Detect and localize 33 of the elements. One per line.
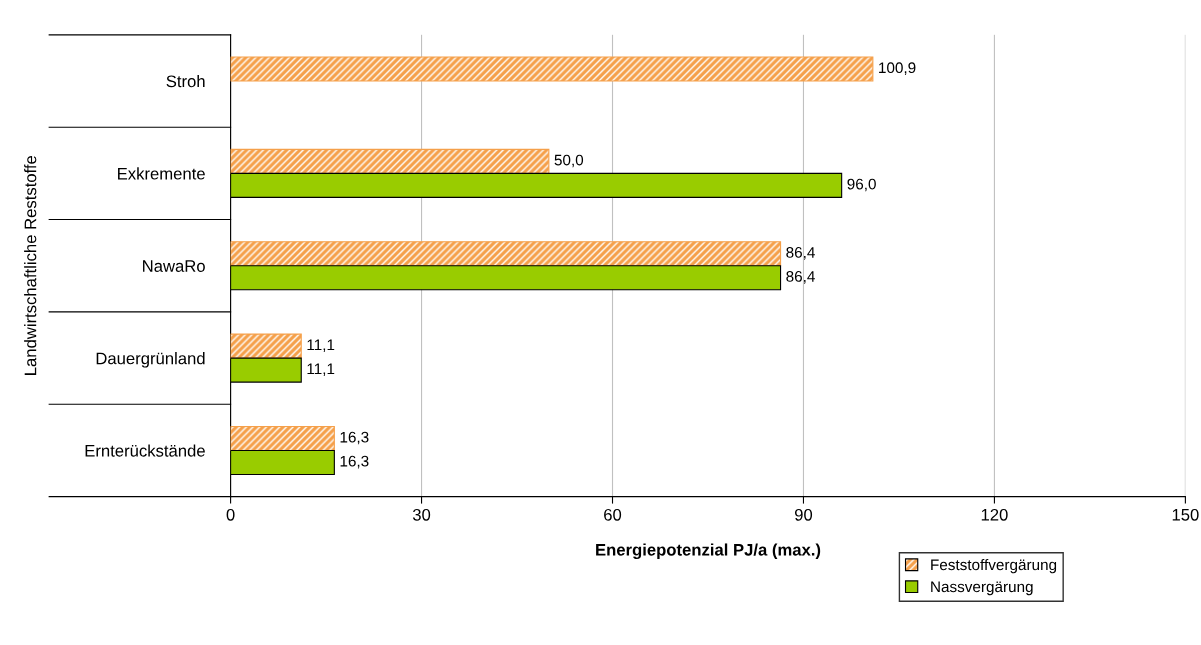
bar — [230, 148, 550, 174]
data-label: 96,0 — [847, 178, 876, 192]
bar — [230, 449, 335, 476]
bar — [230, 357, 302, 383]
x-axis-title: Energiepotenzial PJ/a (max.) — [596, 543, 821, 560]
data-label: 11,1 — [307, 339, 335, 352]
legend-label: Feststoffvergärung — [931, 558, 1057, 574]
data-label: 86,4 — [786, 271, 815, 284]
x-tick-label: 90 — [794, 508, 813, 521]
x-tick-label: 0 — [226, 508, 235, 521]
data-label: 86,4 — [786, 247, 815, 260]
y-tick-label: Exkremente — [118, 167, 205, 180]
legend-label: Nassvergärung — [931, 581, 1033, 596]
x-tick-label: 120 — [981, 508, 1008, 521]
y-axis-title: Landwirtschaftliche Reststoffe — [24, 155, 37, 375]
x-tick-label: 60 — [604, 508, 622, 521]
y-tick-label: Dauergrünland — [96, 352, 205, 368]
data-label: 11,1 — [307, 363, 335, 377]
y-tick-label: Stroh — [166, 74, 205, 88]
bar — [230, 333, 302, 359]
bar — [230, 172, 843, 198]
x-tick-label: 30 — [412, 508, 431, 521]
data-label: 16,3 — [340, 455, 369, 469]
data-label: 50,0 — [554, 154, 584, 168]
bar — [230, 56, 874, 82]
bar — [230, 425, 335, 452]
bar — [230, 241, 782, 267]
y-tick-label: NawaRo — [143, 260, 205, 272]
data-label: 100,9 — [879, 62, 916, 75]
y-tick-label: Ernterückstände — [85, 444, 205, 457]
bar — [230, 265, 782, 291]
x-tick-label: 150 — [1172, 508, 1199, 521]
data-label: 16,3 — [340, 431, 369, 445]
